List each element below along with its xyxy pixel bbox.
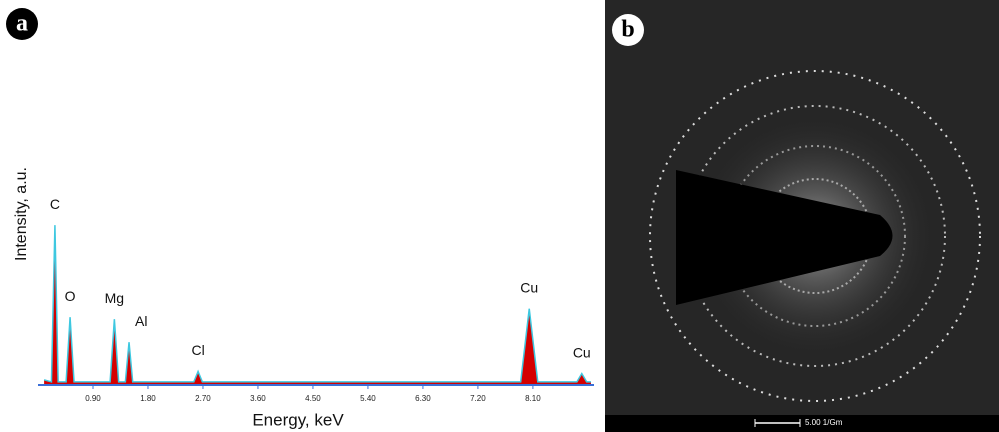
diffraction-panel: 5.00 1/Gm b [605,0,999,432]
x-tick-label: 5.40 [360,394,376,403]
peak-label: Mg [105,290,124,306]
x-tick-label: 4.50 [305,394,321,403]
x-tick-label: 1.80 [140,394,156,403]
panel-badge [6,8,38,40]
info-bar [605,415,999,432]
x-tick-label: 0.90 [85,394,101,403]
x-tick-label: 2.70 [195,394,211,403]
panel-badge [612,14,644,46]
x-tick-label: 7.20 [470,394,486,403]
peak-label: Cu [520,279,538,295]
scale-bar-label: 5.00 1/Gm [805,418,843,427]
x-tick-label: 8.10 [525,394,541,403]
spectrum-area [44,225,591,384]
beam-stop [676,170,893,305]
peak-label: Cl [191,342,204,358]
ring [649,70,981,402]
x-tick-label: 6.30 [415,394,431,403]
peak-label: C [50,196,60,212]
peak-label: Al [135,313,147,329]
ring [684,105,946,367]
x-axis-label: Energy, keV [252,410,344,429]
panel-label: a [16,11,28,37]
peak-label: Cu [573,344,591,360]
x-tick-label: 3.60 [250,394,266,403]
peak-label: O [65,288,76,304]
panel-label: b [621,17,634,43]
spectrum-outline [43,225,591,383]
y-axis-label: Intensity, a.u. [13,167,30,261]
